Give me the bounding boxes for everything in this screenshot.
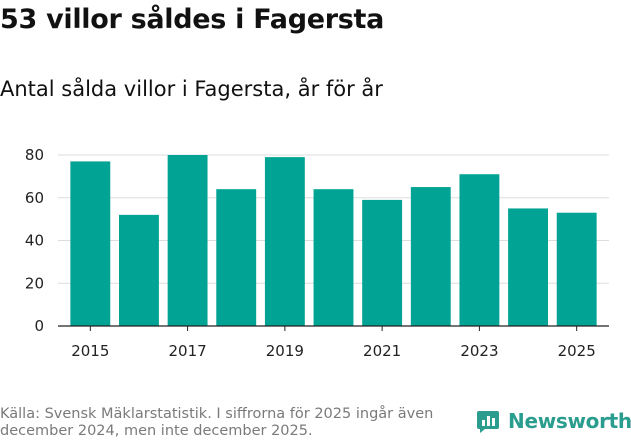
brand-logo: Newsworthy: [476, 409, 631, 433]
x-tick-label-2021: 2021: [363, 342, 401, 360]
source-line-1: Källa: Svensk Mäklarstatistik. I siffror…: [0, 406, 434, 422]
bar-2019: [264, 157, 305, 326]
y-tick-label-80: 80: [25, 146, 44, 164]
y-tick-label-60: 60: [25, 189, 44, 207]
x-tick-label-2015: 2015: [71, 342, 109, 360]
source-line-2: december 2024, men inte december 2025.: [0, 423, 313, 439]
x-tick-label-2025: 2025: [558, 342, 596, 360]
chart-subtitle: Antal sålda villor i Fagersta, år för år: [0, 77, 383, 101]
bar-2018: [216, 189, 257, 326]
y-tick-label-0: 0: [34, 317, 44, 335]
x-tick-label-2019: 2019: [266, 342, 304, 360]
y-tick-label-20: 20: [25, 274, 44, 292]
bar-2015: [70, 161, 111, 326]
y-tick-label-40: 40: [25, 232, 44, 250]
x-tick-label-2023: 2023: [460, 342, 498, 360]
brand-name: Newsworthy: [508, 409, 631, 433]
source-note: Källa: Svensk Mäklarstatistik. I siffror…: [0, 406, 470, 440]
bar-2017: [167, 155, 208, 326]
bar-2016: [119, 214, 159, 326]
bar-2020: [313, 189, 354, 326]
x-tick-label-2017: 2017: [168, 342, 206, 360]
chart-title: 53 villor såldes i Fagersta: [0, 4, 385, 35]
bar-2024: [508, 208, 548, 326]
bar-2025: [556, 212, 597, 326]
bar-2021: [362, 199, 403, 326]
bar-chart-logo-icon: [477, 411, 499, 433]
bar-2023: [459, 174, 500, 326]
bar-2022: [410, 187, 451, 326]
